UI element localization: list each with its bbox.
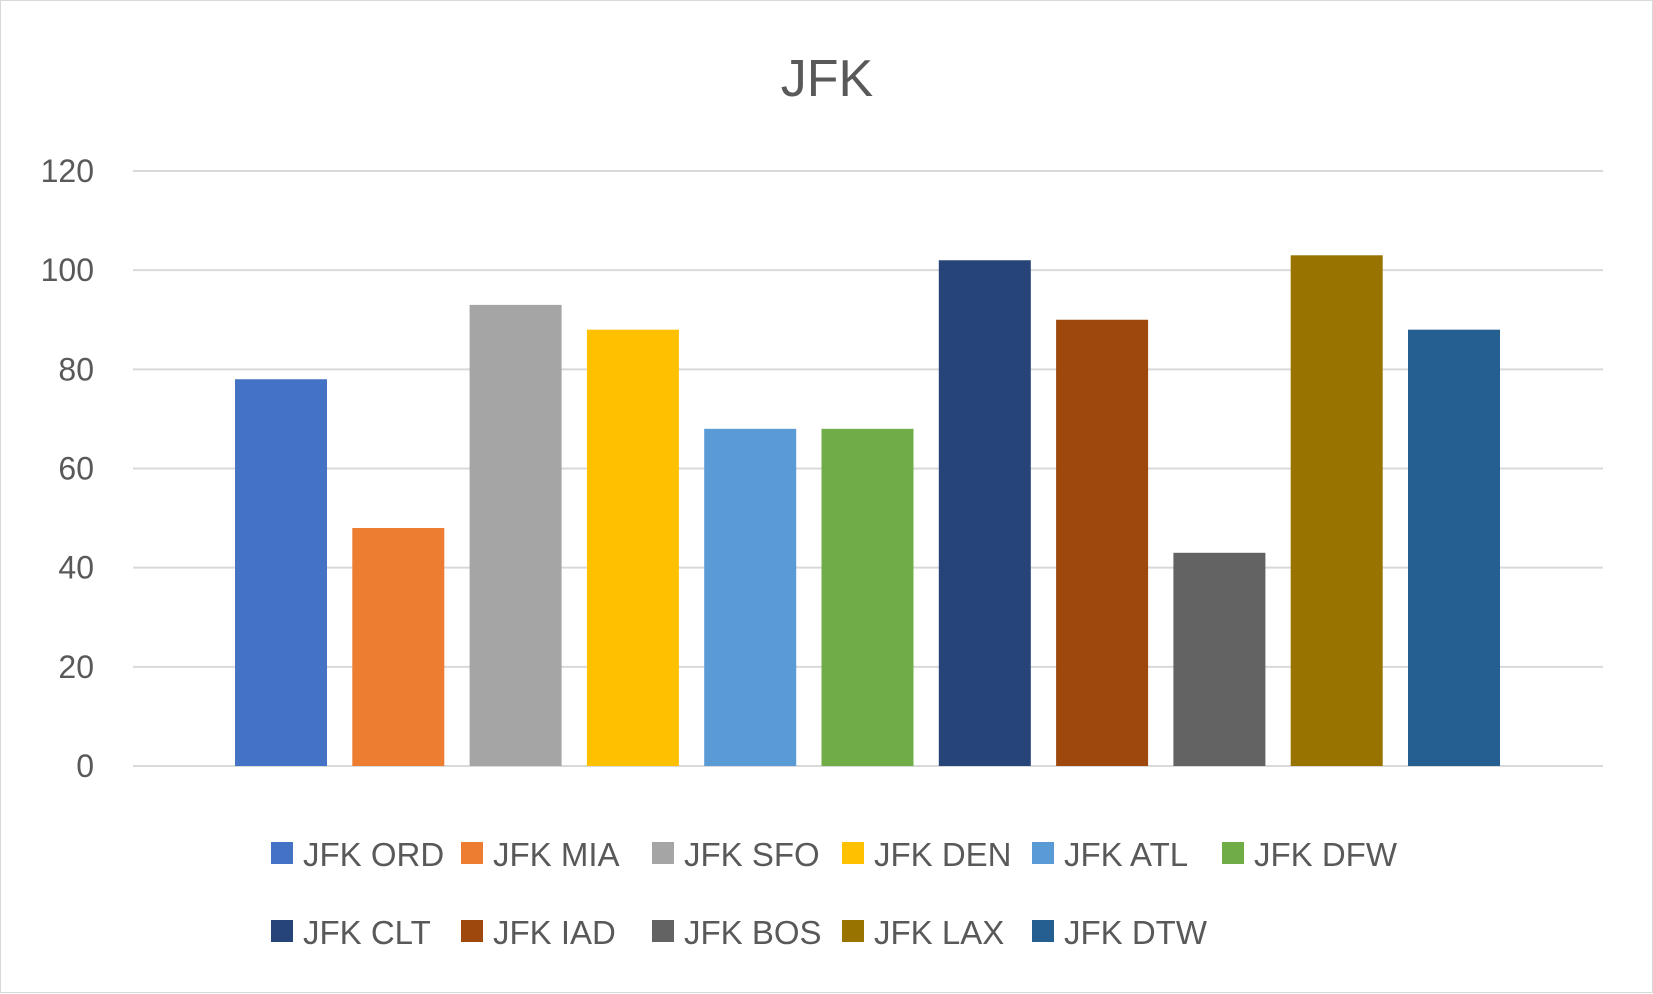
legend-item-jfk-bos: JFK BOS [652, 914, 822, 951]
legend-swatch [1032, 920, 1054, 942]
legend-item-jfk-lax: JFK LAX [842, 914, 1004, 951]
legend-item-jfk-dtw: JFK DTW [1032, 914, 1208, 951]
legend-swatch [461, 842, 483, 864]
legend-item-jfk-den: JFK DEN [842, 836, 1012, 873]
legend-label: JFK DEN [874, 836, 1012, 873]
legend-label: JFK BOS [684, 914, 822, 951]
legend-item-jfk-atl: JFK ATL [1032, 836, 1188, 873]
bar-jfk-sfo [469, 304, 562, 766]
bar-jfk-dfw [821, 428, 914, 766]
legend-item-jfk-iad: JFK IAD [461, 914, 616, 951]
bar-jfk-ord [235, 379, 327, 766]
legend-label: JFK ATL [1064, 836, 1188, 873]
legend-item-jfk-dfw: JFK DFW [1222, 836, 1398, 873]
y-tick-label: 100 [41, 252, 94, 288]
legend-item-jfk-sfo: JFK SFO [652, 836, 820, 873]
legend-label: JFK DFW [1254, 836, 1398, 873]
y-tick-label: 120 [41, 153, 94, 189]
bar-jfk-dtw [1408, 329, 1500, 766]
legend-swatch [1222, 842, 1244, 864]
legend-label: JFK DTW [1064, 914, 1208, 951]
bars [235, 255, 1500, 766]
legend-item-jfk-clt: JFK CLT [271, 914, 431, 951]
y-tick-label: 80 [58, 351, 94, 387]
legend-swatch [842, 920, 864, 942]
bar-jfk-iad [1056, 319, 1149, 766]
legend: JFK ORD JFK MIA JFK SFO JFK DEN JFK ATL JFK D… [271, 836, 1398, 951]
bar-jfk-den [586, 329, 679, 766]
legend-label: JFK MIA [493, 836, 620, 873]
y-tick-label: 20 [58, 649, 94, 685]
y-tick-label: 40 [58, 550, 94, 586]
legend-item-jfk-mia: JFK MIA [461, 836, 620, 873]
legend-label: JFK IAD [493, 914, 616, 951]
bar-jfk-mia [352, 528, 445, 766]
legend-swatch [271, 842, 293, 864]
y-axis-ticks: 0 20 40 60 80 100 120 [41, 153, 94, 784]
legend-swatch [1032, 842, 1054, 864]
legend-label: JFK CLT [303, 914, 431, 951]
legend-swatch [271, 920, 293, 942]
bar-jfk-clt [938, 260, 1031, 766]
legend-label: JFK LAX [874, 914, 1004, 951]
bar-jfk-lax [1290, 255, 1383, 766]
legend-swatch [652, 842, 674, 864]
y-tick-label: 60 [58, 451, 94, 487]
legend-label: JFK SFO [684, 836, 820, 873]
legend-swatch [842, 842, 864, 864]
bar-jfk-bos [1173, 552, 1266, 766]
legend-item-jfk-ord: JFK ORD [271, 836, 444, 873]
legend-swatch [461, 920, 483, 942]
bar-jfk-atl [704, 428, 797, 766]
legend-swatch [652, 920, 674, 942]
chart-title: JFK [781, 50, 874, 108]
legend-label: JFK ORD [303, 836, 444, 873]
y-tick-label: 0 [76, 748, 94, 784]
